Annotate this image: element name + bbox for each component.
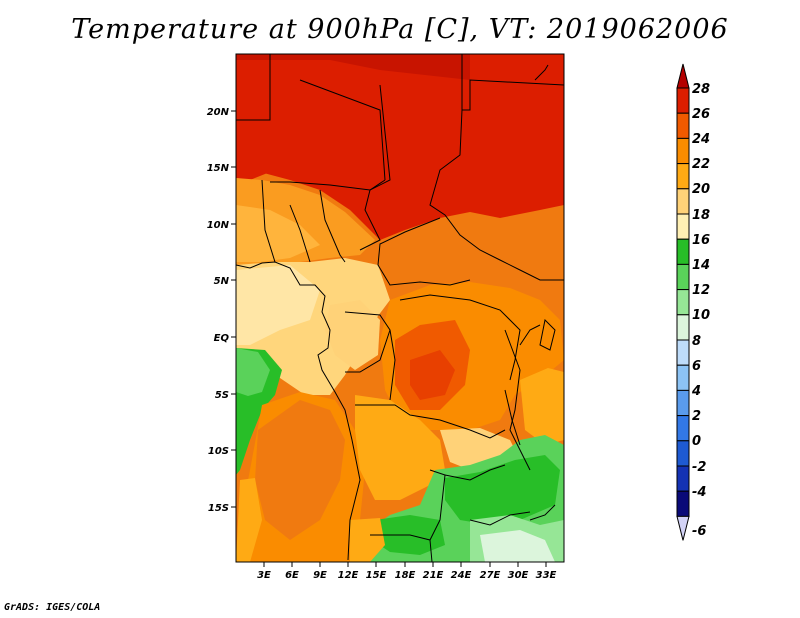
colorbar-swatch <box>676 314 690 341</box>
colorbar-swatch <box>676 263 690 291</box>
colorbar-label: 0 <box>692 434 701 449</box>
map-title: Temperature at 900hPa [C], VT: 201906200… <box>71 14 729 45</box>
colorbar-swatch <box>676 213 690 240</box>
colorbar-label: 28 <box>692 82 710 97</box>
lon-label: 6E <box>285 570 299 581</box>
lat-label: 10S <box>208 446 229 457</box>
colorbar-label: 24 <box>692 132 710 147</box>
colorbar-label: -4 <box>692 485 706 500</box>
colorbar-label: 12 <box>692 283 710 298</box>
lon-label: 27E <box>480 570 501 581</box>
colorbar-swatch <box>676 415 690 442</box>
colorbar-label: 14 <box>692 258 710 273</box>
colorbar-label: 10 <box>692 308 710 323</box>
colorbar-label: 2 <box>692 409 701 424</box>
colorbar-swatch <box>676 163 690 190</box>
lat-label: 10N <box>207 220 230 231</box>
grads-credit: GrADS: IGES/COLA <box>4 602 101 613</box>
colorbar-label: 4 <box>691 384 701 399</box>
colorbar-label: 26 <box>692 107 710 122</box>
lon-label: 12E <box>338 570 359 581</box>
colorbar-swatch <box>676 389 690 417</box>
colorbar-swatch <box>676 238 690 265</box>
lat-label: 15N <box>207 163 230 174</box>
colorbar-label: -2 <box>692 460 706 475</box>
colorbar-label: 16 <box>692 233 710 248</box>
colorbar-swatch <box>676 490 690 517</box>
lon-label: 30E <box>508 570 529 581</box>
lat-label: 5S <box>215 390 229 401</box>
colorbar-swatch <box>676 339 690 366</box>
colorbar-label: 22 <box>692 157 710 172</box>
colorbar <box>676 63 690 541</box>
colorbar-swatch <box>676 112 690 139</box>
colorbar-swatch <box>676 87 690 114</box>
colorbar-swatch <box>676 289 690 316</box>
lon-label: 24E <box>451 570 472 581</box>
latitude-axis <box>231 110 236 508</box>
colorbar-swatch <box>676 364 690 391</box>
lon-label: 15E <box>366 570 387 581</box>
lon-label: 9E <box>313 570 327 581</box>
lon-label: 21E <box>423 570 444 581</box>
lon-label: 33E <box>536 570 557 581</box>
colorbar-label: 6 <box>692 359 701 374</box>
lon-label: 18E <box>395 570 416 581</box>
colorbar-swatch <box>676 137 690 165</box>
country-borders <box>235 54 565 563</box>
colorbar-label: 20 <box>692 182 710 197</box>
colorbar-swatch <box>676 440 690 467</box>
colorbar-label: 18 <box>692 208 710 223</box>
colorbar-bottom-arrow <box>676 515 690 541</box>
lat-label: EQ <box>214 333 230 344</box>
lat-label: 5N <box>214 276 230 287</box>
lon-label: 3E <box>257 570 271 581</box>
temperature-field <box>236 54 564 562</box>
colorbar-top-arrow <box>676 63 690 89</box>
map-frame <box>235 53 565 563</box>
lat-label: 20N <box>207 107 230 118</box>
colorbar-swatch <box>676 465 690 492</box>
colorbar-label: -6 <box>692 524 706 539</box>
longitude-axis <box>263 562 547 567</box>
lat-label: 15S <box>208 503 229 514</box>
colorbar-swatch <box>676 188 690 215</box>
colorbar-label: 8 <box>692 334 701 349</box>
colorbar-labels: 28 26 24 22 20 18 16 14 12 10 8 6 4 2 0 … <box>691 82 710 539</box>
